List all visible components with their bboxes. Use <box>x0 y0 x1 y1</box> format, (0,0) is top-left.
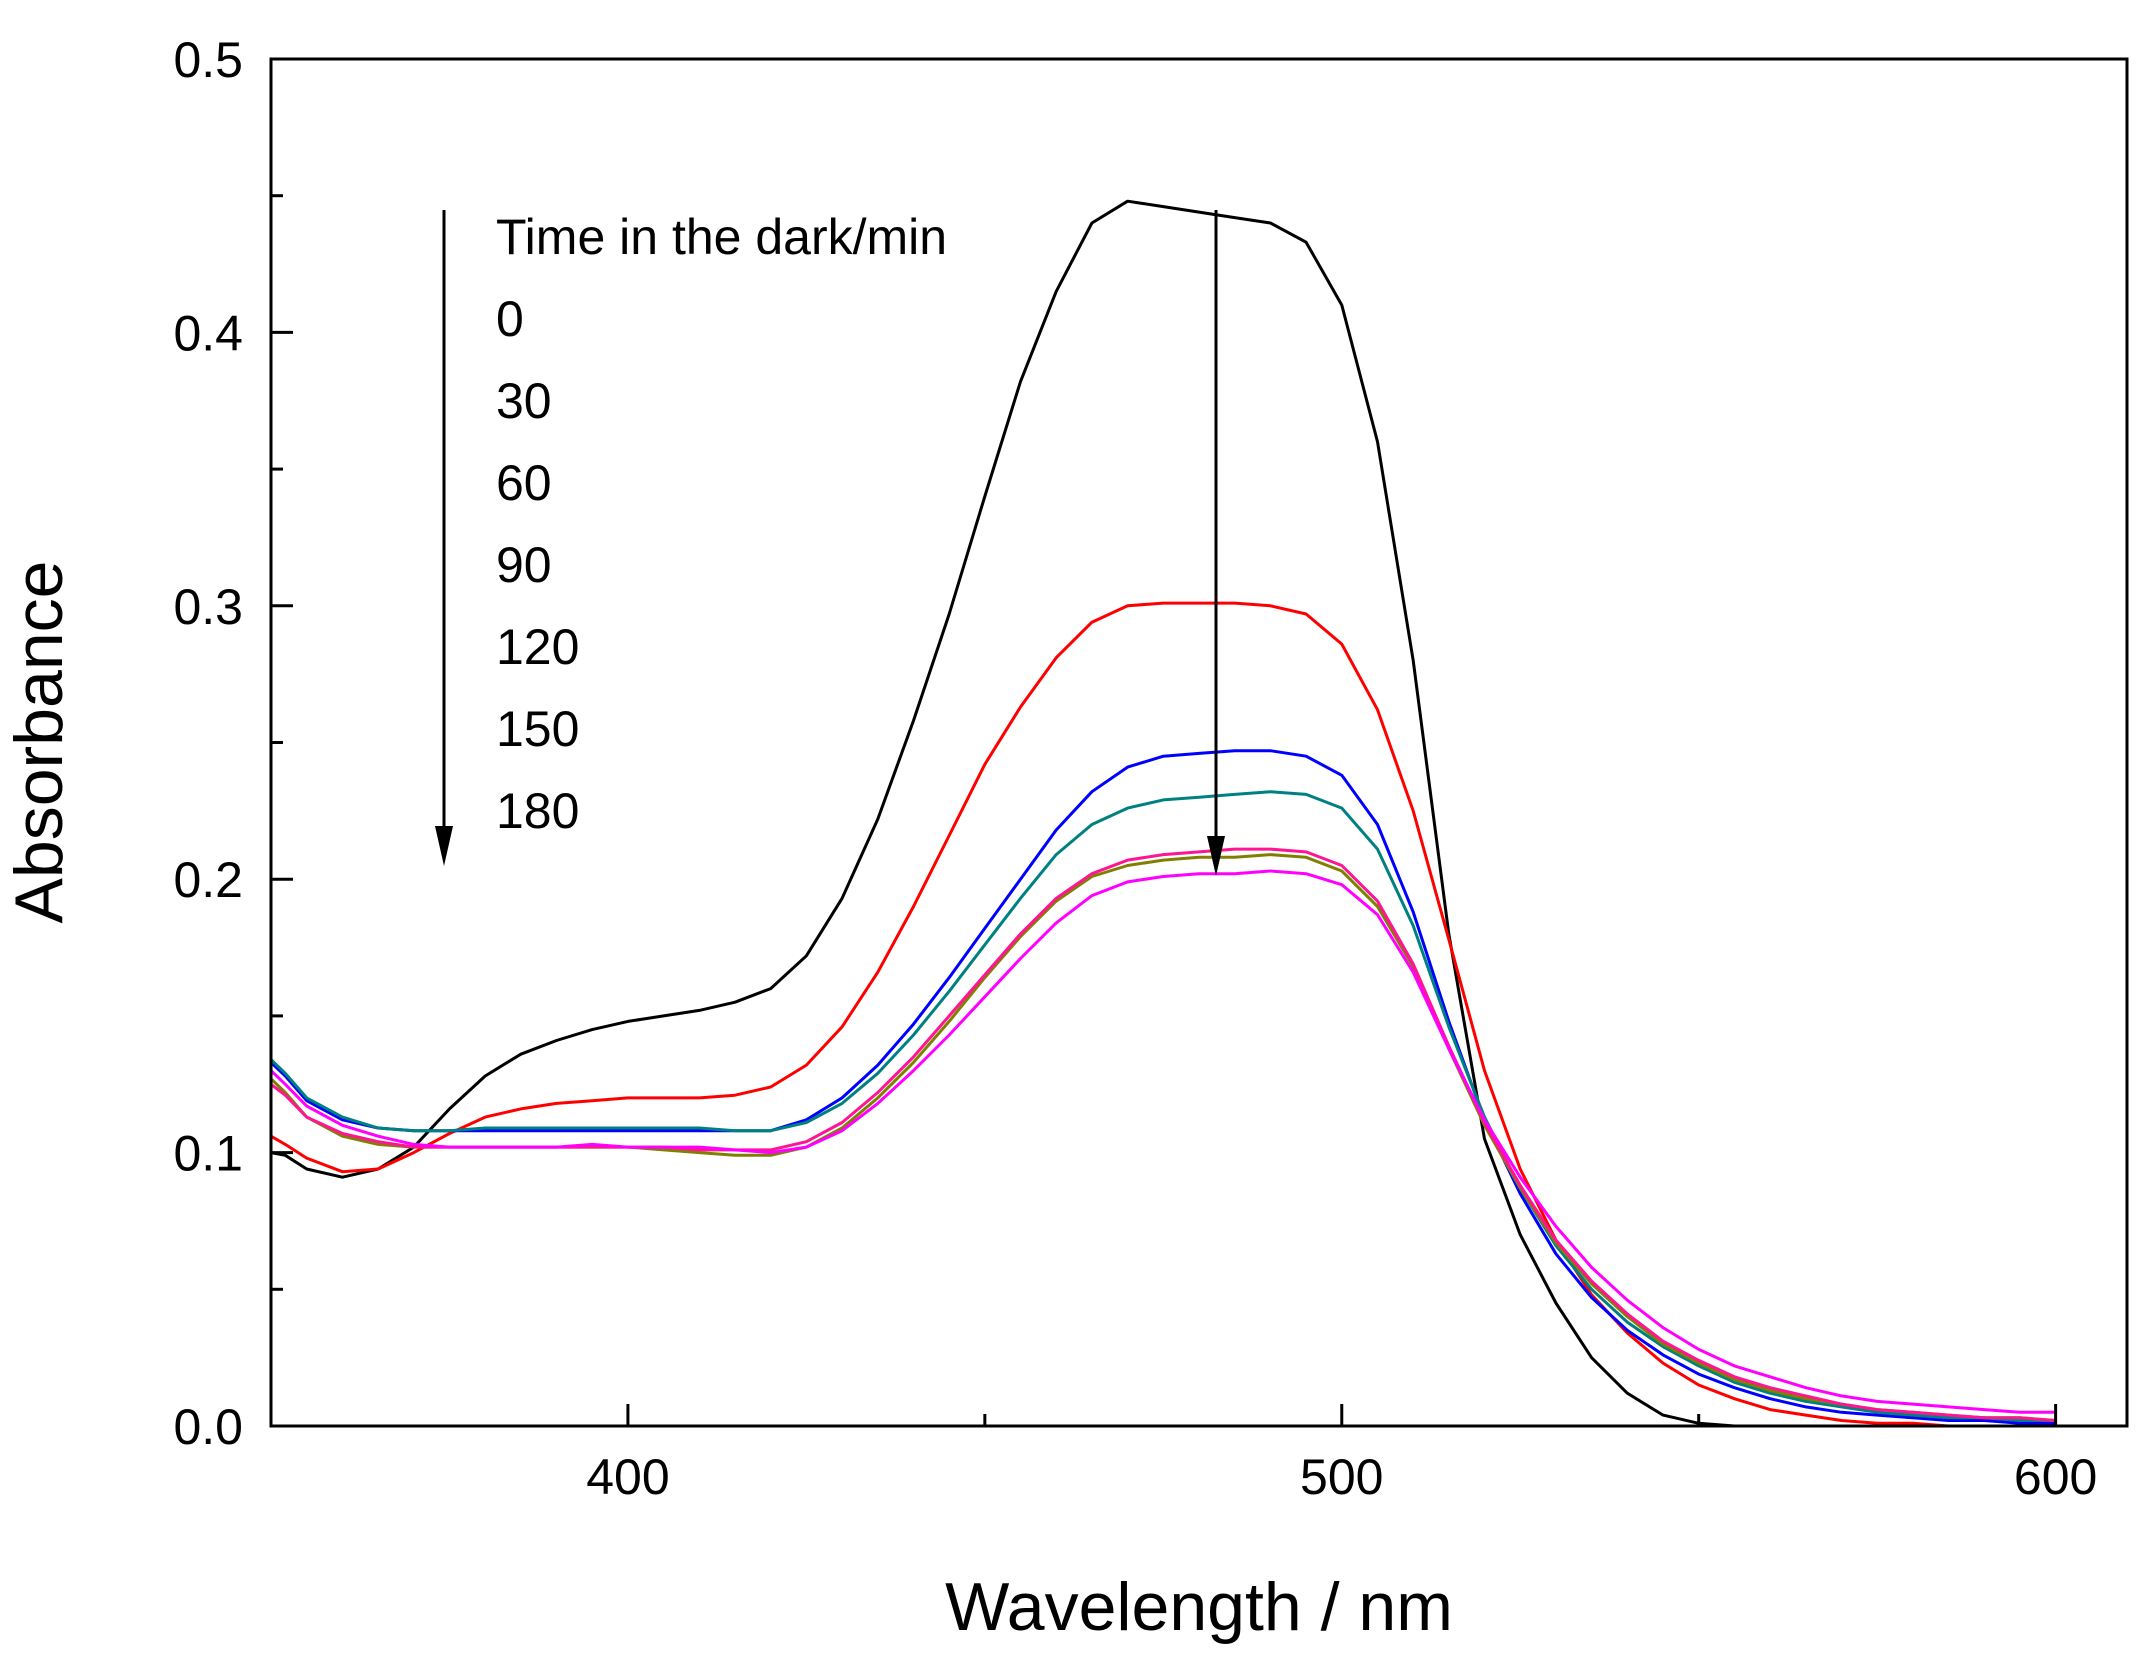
series-180-line <box>269 869 2056 1414</box>
legend-entry-30: 30 <box>496 373 552 429</box>
x-tick-label-500: 500 <box>1300 1449 1383 1505</box>
legend-entry-90: 90 <box>496 537 552 593</box>
y-axis-ticks: 0.0 0.1 0.2 0.3 0.4 0.5 <box>173 32 293 1455</box>
y-tick-label-0.2: 0.2 <box>173 852 243 908</box>
series-150-line <box>270 847 2056 1422</box>
series-30-line <box>270 601 2056 1428</box>
x-tick-label-600: 600 <box>2014 1449 2097 1505</box>
peak-arrow-head <box>1207 836 1225 876</box>
y-tick-label-0.1: 0.1 <box>173 1126 243 1182</box>
x-axis-title: Wavelength / nm <box>945 1569 1453 1645</box>
y-tick-label-0: 0.0 <box>173 1399 243 1455</box>
y-tick-label-0.3: 0.3 <box>173 579 243 635</box>
x-tick-label-400: 400 <box>586 1449 669 1505</box>
legend: Time in the dark/min 0 30 60 90 120 150 … <box>435 209 947 866</box>
series-120-line <box>269 853 2056 1422</box>
y-tick-label-0.5: 0.5 <box>173 32 243 88</box>
series-90-line <box>269 790 2056 1422</box>
y-axis-title: Absorbance <box>1 561 77 924</box>
y-tick-label-0.4: 0.4 <box>173 305 243 361</box>
legend-entry-0: 0 <box>496 291 524 347</box>
peak-arrow <box>1207 210 1225 876</box>
legend-title: Time in the dark/min <box>496 209 947 265</box>
legend-entry-60: 60 <box>496 455 552 511</box>
x-axis-ticks: 400 500 600 <box>269 1404 2097 1505</box>
legend-entry-150: 150 <box>496 701 579 757</box>
legend-arrow-head <box>435 826 453 866</box>
legend-entry-180: 180 <box>496 783 579 839</box>
legend-entry-120: 120 <box>496 619 579 675</box>
series-60-line <box>269 749 2056 1425</box>
